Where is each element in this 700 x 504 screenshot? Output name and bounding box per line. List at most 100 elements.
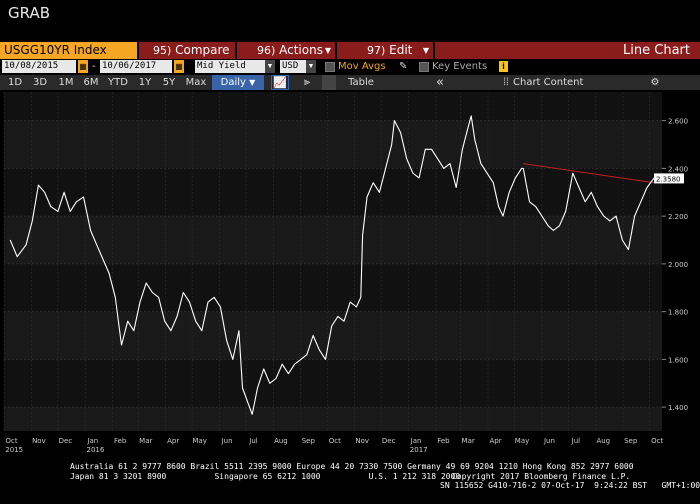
x-year-label: 2015 bbox=[5, 446, 23, 454]
x-tick-label: Oct bbox=[329, 437, 341, 445]
last-value-badge bbox=[654, 173, 684, 184]
range-ytd-button[interactable]: YTD bbox=[108, 77, 128, 88]
calendar-icon[interactable]: ▦ bbox=[78, 60, 88, 73]
range-1y-button[interactable]: 1Y bbox=[138, 77, 152, 88]
actions-number: 96) bbox=[257, 44, 276, 57]
currency-select[interactable]: USD bbox=[280, 60, 306, 73]
x-tick-label: Mar bbox=[139, 437, 152, 445]
compare-number: 95) bbox=[153, 44, 172, 57]
chart-content-button[interactable]: Chart Content bbox=[513, 77, 584, 88]
last-value-label: 2.3580 bbox=[656, 175, 681, 183]
y-tick-label: 2.400 bbox=[668, 165, 688, 173]
x-tick-label: Jan bbox=[86, 437, 98, 445]
y-tick-label: 2.200 bbox=[668, 213, 688, 221]
x-tick-label: Jun bbox=[221, 437, 233, 445]
gear-icon[interactable]: ⚙ bbox=[650, 77, 660, 88]
calendar-icon[interactable]: ▦ bbox=[174, 60, 184, 73]
ticker-field[interactable]: USGG10YR Index bbox=[0, 42, 137, 59]
x-tick-label: Feb bbox=[114, 437, 127, 445]
x-tick-label: May bbox=[192, 437, 206, 445]
chart-band bbox=[4, 216, 662, 264]
mov-avgs-checkbox[interactable] bbox=[325, 62, 335, 72]
compare-button[interactable]: 95) Compare bbox=[139, 42, 235, 59]
x-year-label: 2016 bbox=[87, 446, 105, 454]
y-axis-area bbox=[662, 92, 700, 431]
field-dropdown-icon[interactable]: ▼ bbox=[265, 60, 275, 73]
y-tick-label: 2.000 bbox=[668, 261, 688, 269]
edit-button[interactable]: 97) Edit ▼ bbox=[337, 42, 433, 59]
footer-contacts-1: Australia 61 2 9777 8600 Brazil 5511 239… bbox=[70, 462, 634, 471]
x-tick-label: Apr bbox=[489, 437, 501, 445]
chart-band bbox=[4, 263, 662, 312]
info-icon[interactable]: i bbox=[499, 61, 508, 72]
x-year-label: 2017 bbox=[410, 446, 428, 454]
date-separator: - bbox=[92, 61, 96, 72]
x-tick-label: Apr bbox=[167, 437, 179, 445]
line-chart[interactable]: Oct Nov Dec Jan Feb Mar Apr May Jun Jul Aug Sep Oct N… bbox=[0, 90, 700, 460]
x-tick-label: Oct bbox=[5, 437, 17, 445]
x-tick-label: Nov bbox=[355, 437, 369, 445]
main-toolbar: USGG10YR Index 95) Compare 96) Actions ▼… bbox=[0, 42, 700, 59]
chart-band bbox=[4, 120, 662, 169]
x-tick-label: May bbox=[515, 437, 529, 445]
x-tick-label: Jun bbox=[543, 437, 555, 445]
actions-dropdown-icon: ▼ bbox=[324, 46, 331, 55]
x-tick-label: Jan bbox=[410, 437, 422, 445]
chart-area[interactable]: Oct Nov Dec Jan Feb Mar Apr May Jun Jul Aug Sep Oct N… bbox=[0, 90, 700, 460]
frequency-select[interactable]: Daily ▼ bbox=[212, 75, 264, 90]
line-style-icon[interactable]: 📈 bbox=[271, 75, 289, 90]
y-tick-label: 1.400 bbox=[668, 404, 688, 412]
chart-band bbox=[4, 359, 662, 408]
footer-contacts-2: Japan 81 3 3201 8900 Singapore 65 6212 1… bbox=[70, 472, 461, 481]
dots-handle-icon[interactable]: ⁞⁞ bbox=[503, 77, 509, 88]
key-events-checkbox[interactable] bbox=[419, 62, 429, 72]
footer-copyright: Copyright 2017 Bloomberg Finance L.P. bbox=[452, 472, 631, 481]
mov-avgs-label: Mov Avgs bbox=[338, 61, 386, 72]
actions-button[interactable]: 96) Actions ▼ bbox=[237, 42, 335, 59]
chart-band bbox=[4, 92, 662, 121]
field-select[interactable]: Mid Yield bbox=[195, 60, 265, 73]
x-tick-label: Aug bbox=[274, 437, 288, 445]
chevron-down-icon: ▼ bbox=[249, 78, 256, 87]
x-tick-label: Feb bbox=[437, 437, 450, 445]
bar-style-icon[interactable]: ⫸ bbox=[303, 76, 311, 88]
range-5y-button[interactable]: 5Y bbox=[162, 77, 176, 88]
start-date-input[interactable]: 10/08/2015 bbox=[2, 60, 76, 73]
x-tick-label: Sep bbox=[302, 437, 316, 445]
footer-session-info: SN 115652 G410-716-2 07-Oct-17 9:24:22 B… bbox=[440, 481, 700, 490]
key-events-label: Key Events bbox=[432, 61, 488, 72]
range-1m-button[interactable]: 1M bbox=[58, 77, 74, 88]
actions-label: Actions bbox=[279, 43, 323, 57]
x-tick-label: Dec bbox=[382, 437, 396, 445]
chart-band bbox=[4, 311, 662, 360]
range-3d-button[interactable]: 3D bbox=[32, 77, 48, 88]
edit-number: 97) bbox=[367, 44, 386, 57]
range-max-button[interactable]: Max bbox=[185, 77, 207, 88]
time-range-bar: 1D 3D 1M 6M YTD 1Y 5Y Max Daily ▼ 📈 ⫸ Ta… bbox=[0, 75, 700, 90]
x-tick-label: Aug bbox=[596, 437, 610, 445]
x-tick-label: Jul bbox=[248, 437, 258, 445]
y-tick-label: 1.600 bbox=[668, 356, 688, 364]
collapse-icon[interactable]: « bbox=[436, 75, 444, 90]
x-tick-label: Sep bbox=[624, 437, 638, 445]
edit-dropdown-icon: ▼ bbox=[422, 46, 429, 55]
footer: Australia 61 2 9777 8600 Brazil 5511 239… bbox=[0, 462, 700, 504]
table-button[interactable]: Table bbox=[348, 77, 374, 88]
x-tick-label: Jul bbox=[571, 437, 581, 445]
pencil-icon[interactable]: ✎ bbox=[399, 61, 408, 72]
end-date-input[interactable]: 10/06/2017 bbox=[100, 60, 172, 73]
compare-label: Compare bbox=[175, 43, 230, 57]
edit-label: Edit bbox=[389, 43, 413, 57]
currency-dropdown-icon[interactable]: ▼ bbox=[306, 60, 316, 73]
x-tick-label: Mar bbox=[462, 437, 475, 445]
y-tick-label: 1.800 bbox=[668, 309, 688, 317]
table-icon[interactable] bbox=[322, 75, 336, 90]
x-tick-label: Dec bbox=[59, 437, 73, 445]
chart-type-button[interactable]: Line Chart bbox=[435, 42, 700, 59]
x-tick-label: Oct bbox=[651, 437, 663, 445]
range-1d-button[interactable]: 1D bbox=[7, 77, 23, 88]
chart-band bbox=[4, 407, 662, 431]
yield-series-line bbox=[9, 115, 655, 415]
range-6m-button[interactable]: 6M bbox=[83, 77, 99, 88]
frequency-label: Daily bbox=[220, 77, 246, 88]
